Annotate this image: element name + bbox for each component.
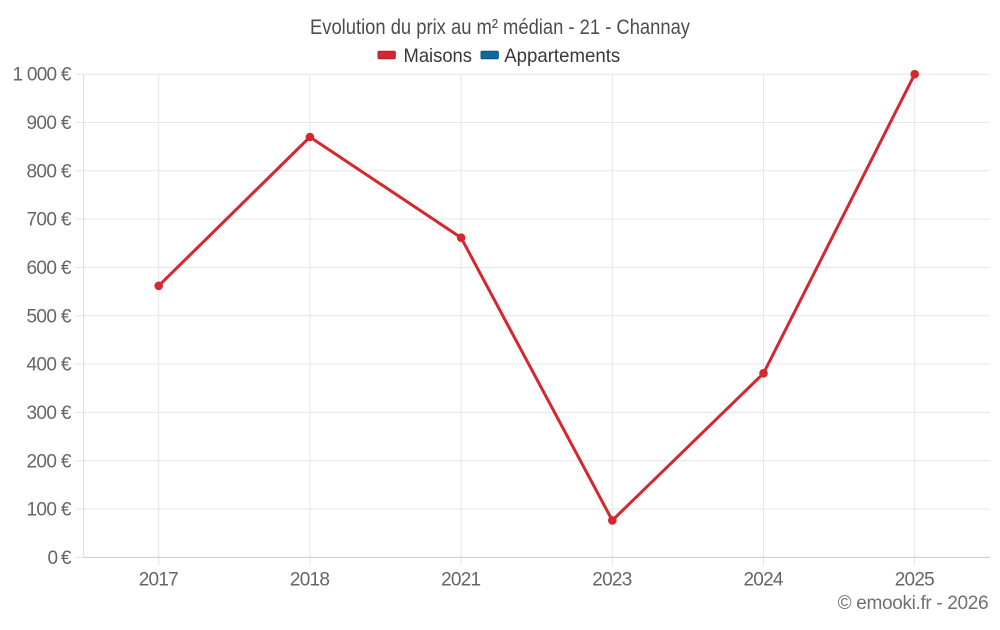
svg-text:200 €: 200 € bbox=[27, 451, 72, 472]
svg-text:© emooki.fr - 2026: © emooki.fr - 2026 bbox=[838, 593, 989, 614]
svg-text:100 €: 100 € bbox=[27, 500, 72, 521]
svg-text:700 €: 700 € bbox=[27, 210, 72, 231]
svg-text:2017: 2017 bbox=[139, 570, 179, 591]
svg-text:1 000 €: 1 000 € bbox=[13, 65, 72, 86]
svg-text:300 €: 300 € bbox=[27, 403, 72, 424]
svg-text:900 €: 900 € bbox=[27, 113, 72, 134]
svg-text:Appartements: Appartements bbox=[504, 45, 620, 67]
svg-text:2021: 2021 bbox=[441, 570, 481, 591]
svg-text:Maisons: Maisons bbox=[404, 45, 473, 67]
svg-text:400 €: 400 € bbox=[27, 355, 72, 376]
svg-text:2024: 2024 bbox=[744, 570, 784, 591]
svg-text:Evolution du prix au m² médian: Evolution du prix au m² médian - 21 - Ch… bbox=[310, 16, 690, 39]
svg-text:600 €: 600 € bbox=[27, 258, 72, 279]
svg-text:2018: 2018 bbox=[290, 570, 330, 591]
svg-text:800 €: 800 € bbox=[27, 161, 72, 182]
svg-text:500 €: 500 € bbox=[27, 306, 72, 327]
svg-text:2025: 2025 bbox=[895, 570, 935, 591]
svg-text:0 €: 0 € bbox=[48, 548, 72, 569]
svg-text:2023: 2023 bbox=[592, 570, 632, 591]
